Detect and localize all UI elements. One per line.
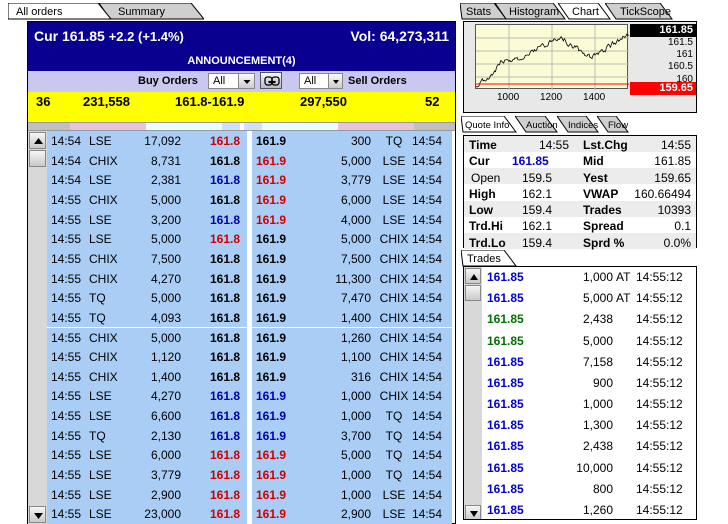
svg-text:TickScope: TickScope [620, 6, 671, 18]
svg-text:Flow: Flow [608, 120, 628, 131]
svg-text:Trades: Trades [467, 253, 501, 265]
svg-text:Histogram: Histogram [509, 6, 559, 18]
svg-text:Auction: Auction [526, 120, 558, 131]
svg-text:Chart: Chart [572, 6, 599, 18]
svg-text:All orders: All orders [16, 6, 63, 18]
svg-text:Stats: Stats [466, 6, 492, 18]
svg-text:Summary: Summary [118, 6, 166, 18]
svg-text:Indices: Indices [568, 120, 598, 131]
svg-text:Quote Info: Quote Info [465, 120, 509, 131]
